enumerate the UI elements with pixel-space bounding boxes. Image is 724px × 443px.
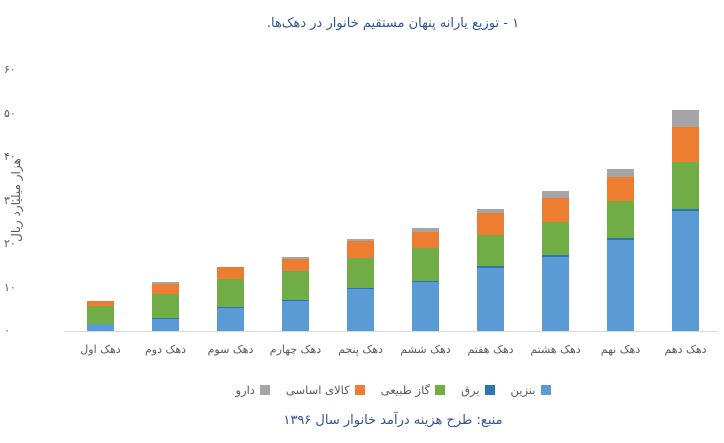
bar-segment	[347, 241, 374, 259]
bar-segment	[217, 306, 244, 308]
bar-segment	[672, 126, 699, 162]
legend-swatch-icon	[484, 385, 495, 395]
x-category-label: دهک دوم	[144, 343, 187, 356]
legend-entry: برق	[461, 383, 495, 397]
bar-segment	[607, 240, 634, 331]
stacked-bar-10	[672, 110, 699, 331]
legend-entry: گاز طبیعی	[380, 383, 446, 397]
bar-segment	[217, 307, 244, 331]
legend-label: کالای اساسی	[285, 383, 350, 397]
bar-segment	[542, 255, 569, 257]
bar-segment	[412, 281, 439, 331]
bar-segment	[607, 168, 634, 178]
bar-segment	[542, 198, 569, 222]
bar-segment	[672, 161, 699, 209]
bar-segment	[607, 200, 634, 238]
bar-segment	[477, 212, 504, 235]
bar-segment	[152, 318, 179, 320]
y-tick-label: ۵۰	[4, 106, 16, 120]
legend-swatch-icon	[435, 385, 446, 395]
stacked-bar-8	[542, 190, 569, 331]
legend-swatch-icon	[259, 385, 270, 395]
y-tick-label: ۴۰	[4, 150, 16, 163]
bar-segment	[672, 208, 699, 212]
legend-swatch-icon	[540, 385, 551, 395]
bar-segment	[347, 288, 374, 290]
bar-segment	[542, 256, 569, 331]
x-category-label: دهک اول	[80, 343, 121, 356]
legend: بنزین برق گاز طبیعی کالای اساسی دارو	[68, 383, 718, 397]
legend-entry: کالای اساسی	[286, 383, 365, 397]
x-category-label: دهک ششم	[400, 343, 451, 356]
bar-segment	[152, 283, 179, 295]
bar-segment	[152, 282, 179, 284]
bar-segment	[412, 281, 439, 282]
y-tick-label: ۳۰	[4, 193, 16, 207]
bar-segment	[542, 190, 569, 199]
stacked-bar-2	[152, 282, 179, 331]
plot-area	[68, 70, 718, 331]
bar-segment	[87, 324, 114, 331]
stacked-bar-3	[217, 266, 244, 331]
bar-segment	[477, 208, 504, 213]
x-category-label: دهک سوم	[207, 343, 254, 356]
bar-segment	[347, 289, 374, 331]
y-tick-label: ۲۰	[4, 237, 16, 250]
y-tick-label: ۶۰	[4, 63, 16, 76]
bar-segment	[282, 258, 309, 271]
legend-label: برق	[461, 383, 480, 397]
legend-label: گاز طبیعی	[380, 383, 431, 397]
stacked-bar-7	[477, 208, 504, 331]
bar-segment	[282, 270, 309, 300]
bar-segment	[152, 294, 179, 319]
bar-segment	[282, 257, 309, 259]
bar-segment	[282, 300, 309, 331]
bar-segment	[282, 299, 309, 301]
y-tick-label: ۱۰	[4, 280, 16, 294]
bar-segment	[542, 221, 569, 256]
bar-segment	[347, 258, 374, 289]
legend-label: بنزین	[510, 383, 536, 397]
x-category-label: دهک نهم	[600, 343, 641, 356]
bar-segment	[347, 238, 374, 242]
bar-segment	[607, 177, 634, 201]
x-category-label: دهک دهم	[664, 343, 707, 356]
x-category-label: دهک هشتم	[530, 343, 581, 356]
x-category-label: دهک پنجم	[338, 343, 383, 356]
stacked-bar-5	[347, 238, 374, 331]
bar-segment	[87, 323, 114, 325]
bar-segment	[477, 266, 504, 268]
bar-segment	[412, 248, 439, 281]
source-note: منبع: طرح هزینه درآمد خانوار سال ۱۳۹۶	[283, 413, 503, 428]
legend-entry: دارو	[235, 383, 270, 397]
bar-segment	[152, 319, 179, 331]
y-tick-label: ۰	[4, 324, 10, 337]
bar-segment	[87, 306, 114, 324]
bar-segment	[477, 234, 504, 267]
bar-segment	[217, 279, 244, 307]
stacked-bar-4	[282, 257, 309, 331]
bar-segment	[217, 267, 244, 280]
bar-segment	[87, 300, 114, 307]
bar-segment	[672, 211, 699, 331]
legend-entry: بنزین	[511, 383, 551, 397]
bar-segment	[412, 228, 439, 233]
x-category-label: دهک هفتم	[467, 343, 514, 356]
x-category-label: دهک چهارم	[269, 343, 322, 356]
legend-label: دارو	[235, 383, 255, 397]
bar-segment	[412, 232, 439, 249]
bar-segment	[477, 267, 504, 331]
x-axis-line	[64, 331, 718, 332]
legend-swatch-icon	[354, 385, 365, 395]
bar-segment	[607, 237, 634, 241]
stacked-bar-9	[607, 168, 634, 331]
chart-title: ۱ - توزیع یارانه پنهان مستقیم خانوار در …	[266, 16, 520, 31]
stacked-bar-6	[412, 228, 439, 331]
bar-segment	[672, 110, 699, 127]
stacked-bar-1	[87, 300, 114, 331]
